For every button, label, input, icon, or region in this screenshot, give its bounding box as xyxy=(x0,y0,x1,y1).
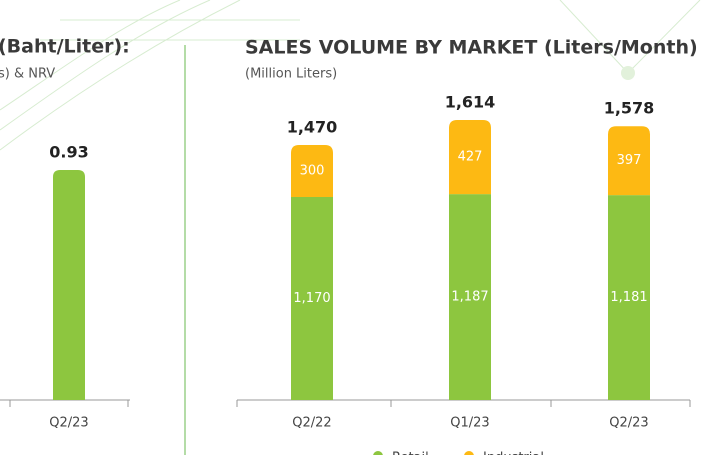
chart-subtitle: s) & NRV xyxy=(0,67,55,82)
legend-label: Retail xyxy=(392,451,429,455)
x-tick-label: Q2/23 xyxy=(609,416,648,431)
total-label: 1,470 xyxy=(287,117,338,136)
value-label: 427 xyxy=(458,150,483,165)
value-label: 1,187 xyxy=(451,290,488,305)
legend-marker xyxy=(464,451,474,455)
bar xyxy=(53,170,85,400)
chart-subtitle: (Million Liters) xyxy=(245,67,337,82)
value-label: 300 xyxy=(300,164,325,179)
x-tick-label: Q1/23 xyxy=(450,416,489,431)
chart-title: (Baht/Liter): xyxy=(0,36,130,58)
value-label: 1,181 xyxy=(610,290,647,305)
total-label: 1,614 xyxy=(445,93,496,112)
decoration xyxy=(0,0,700,150)
value-label: 397 xyxy=(617,153,642,168)
slide: (Baht/Liter): s) & NRV SALES VOLUME BY M… xyxy=(0,0,716,455)
value-label: 1,170 xyxy=(293,291,330,306)
legend-marker xyxy=(373,451,383,455)
chart-title: SALES VOLUME BY MARKET (Liters/Month) xyxy=(245,37,698,59)
value-label: 0.93 xyxy=(49,143,88,162)
total-label: 1,578 xyxy=(604,99,655,118)
x-tick-label: Q2/22 xyxy=(292,416,331,431)
legend-label: Industrial xyxy=(483,451,544,455)
x-tick-label: Q2/23 xyxy=(49,416,88,431)
